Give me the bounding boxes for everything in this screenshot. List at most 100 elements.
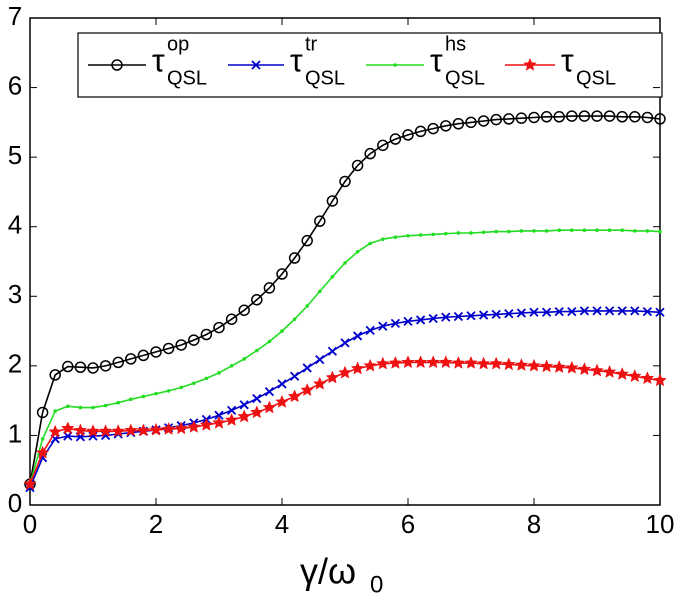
marker: [302, 363, 312, 373]
marker: [365, 325, 375, 336]
marker: [186, 419, 201, 433]
marker: [653, 373, 667, 387]
series-line: [29, 361, 661, 485]
marker: [339, 175, 351, 188]
marker: [325, 370, 340, 384]
marker: [655, 307, 665, 317]
marker: [350, 361, 365, 375]
marker: [264, 386, 275, 397]
marker: [570, 228, 574, 232]
marker: [388, 355, 403, 369]
marker: [491, 309, 501, 320]
marker: [315, 354, 325, 365]
marker: [352, 331, 363, 341]
marker: [591, 110, 603, 122]
marker: [465, 116, 477, 129]
marker: [252, 393, 262, 404]
marker: [66, 404, 70, 409]
marker: [592, 306, 602, 316]
marker: [552, 360, 567, 374]
marker: [200, 328, 213, 341]
marker: [141, 394, 146, 399]
marker: [532, 229, 536, 233]
marker: [595, 228, 599, 232]
legend-label-sub: QSL: [167, 67, 207, 89]
marker: [111, 59, 123, 71]
marker: [62, 360, 74, 373]
marker: [103, 403, 108, 408]
marker: [192, 381, 196, 386]
marker: [658, 229, 662, 234]
marker: [292, 317, 297, 322]
marker: [604, 306, 615, 316]
marker: [224, 412, 239, 426]
marker: [340, 338, 350, 348]
marker: [490, 113, 502, 126]
marker: [428, 313, 438, 324]
marker: [641, 111, 654, 124]
marker: [590, 363, 604, 377]
marker: [523, 57, 537, 71]
marker: [519, 229, 524, 233]
marker: [527, 358, 541, 372]
marker: [607, 228, 612, 232]
marker: [642, 306, 653, 317]
x-axis-label: γ/ω: [300, 551, 356, 592]
marker: [312, 376, 327, 390]
marker: [617, 306, 627, 316]
marker: [289, 371, 300, 381]
marker: [213, 321, 225, 334]
marker: [381, 237, 385, 242]
x-tick-label: 4: [275, 509, 289, 539]
legend-label: τ: [290, 42, 303, 78]
marker: [476, 356, 491, 370]
marker: [301, 234, 313, 247]
series-line: [29, 115, 661, 485]
x-tick-label: 10: [646, 509, 675, 539]
marker: [280, 329, 284, 333]
marker: [567, 306, 577, 317]
marker: [579, 306, 590, 316]
marker: [175, 339, 187, 351]
marker: [188, 334, 200, 346]
series-line: [29, 229, 661, 485]
marker: [23, 476, 37, 490]
marker: [413, 355, 428, 369]
marker: [378, 321, 388, 331]
marker: [300, 383, 315, 397]
marker: [150, 346, 162, 358]
marker: [616, 111, 628, 123]
marker: [330, 275, 335, 279]
marker: [263, 282, 276, 294]
marker: [615, 367, 630, 381]
marker: [564, 360, 579, 374]
marker: [355, 249, 360, 254]
marker: [262, 400, 277, 414]
marker: [48, 424, 63, 438]
y-tick-label: 0: [8, 488, 22, 518]
marker: [123, 423, 138, 437]
marker: [49, 369, 61, 381]
legend-label: τ: [430, 42, 443, 78]
marker: [478, 310, 489, 320]
marker: [515, 112, 528, 124]
marker: [149, 422, 163, 436]
series-line: [29, 310, 661, 488]
marker: [507, 229, 511, 234]
marker: [305, 304, 310, 308]
marker: [136, 423, 151, 437]
marker: [40, 437, 45, 441]
marker: [582, 228, 587, 232]
marker: [393, 235, 398, 239]
marker: [212, 415, 226, 429]
marker: [74, 361, 87, 373]
x-tick-label: 0: [23, 509, 37, 539]
y-tick-label: 4: [8, 210, 22, 240]
marker: [557, 228, 561, 232]
plot-frame: [29, 17, 661, 506]
marker: [627, 369, 642, 383]
marker: [553, 111, 565, 123]
marker: [98, 424, 113, 438]
marker: [327, 346, 338, 356]
